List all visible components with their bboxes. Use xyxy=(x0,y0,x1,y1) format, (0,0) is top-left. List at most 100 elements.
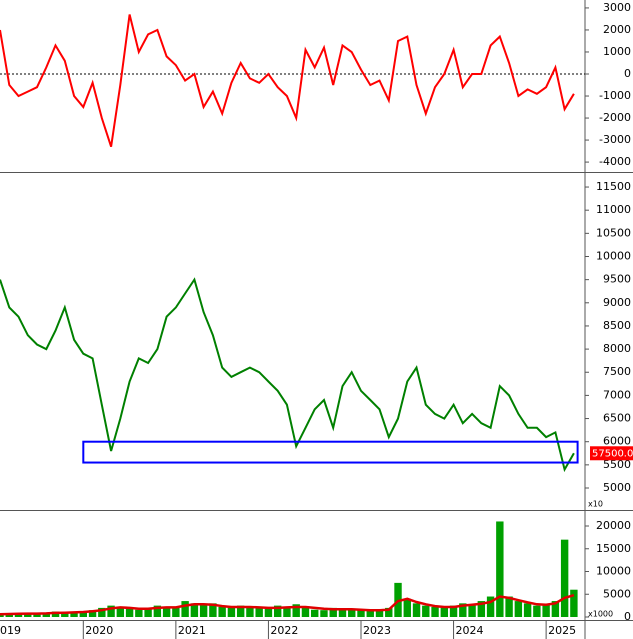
x-tick-label: 2024 xyxy=(456,624,484,637)
volume-bar xyxy=(88,610,97,617)
volume-bar xyxy=(570,589,578,617)
volume-bar xyxy=(431,606,439,617)
volume-bar xyxy=(218,606,226,617)
y-tick-label: -1000 xyxy=(599,89,631,102)
volume-bar xyxy=(190,603,199,617)
price-tag xyxy=(590,446,633,461)
volume-bar xyxy=(79,611,88,617)
x-tick-label: 2023 xyxy=(363,624,391,637)
volume-bar xyxy=(70,612,78,617)
volume-bar xyxy=(514,601,523,617)
unit-label: x10 xyxy=(588,500,603,509)
volume-bar xyxy=(375,609,384,617)
x-tick-label: 2020 xyxy=(85,624,113,637)
y-tick-label: 9000 xyxy=(603,296,631,309)
y-tick-label: -3000 xyxy=(599,133,631,146)
x-tick-label: 2021 xyxy=(178,624,206,637)
volume-bar xyxy=(505,596,513,617)
y-tick-label: 6000 xyxy=(603,435,631,448)
series-line xyxy=(0,277,575,473)
volume-bar xyxy=(209,603,217,617)
y-tick-label: 5000 xyxy=(603,587,631,600)
volume-bar xyxy=(477,601,486,617)
y-tick-label: 11000 xyxy=(596,203,631,216)
volume-bar xyxy=(533,605,541,617)
volume-bar xyxy=(459,603,467,617)
volume-bar xyxy=(311,609,319,617)
volume-bar xyxy=(107,605,115,617)
y-tick-label: 10500 xyxy=(596,226,631,239)
volume-bar xyxy=(551,601,560,617)
volume-bar xyxy=(264,608,273,617)
volume-bar xyxy=(440,607,449,617)
series-line xyxy=(0,14,575,148)
volume-bar xyxy=(42,613,50,617)
y-tick-label: 6500 xyxy=(603,412,631,425)
y-tick-label: 0 xyxy=(624,610,631,623)
x-tick-label: 019 xyxy=(0,624,21,637)
volume-bar xyxy=(412,603,421,617)
volume-bar xyxy=(51,611,60,617)
volume-bar xyxy=(329,607,337,617)
y-tick-label: 2000 xyxy=(603,23,631,36)
volume-bar xyxy=(496,521,504,617)
volume-bar xyxy=(338,608,347,617)
x-tick-label: 2025 xyxy=(548,624,576,637)
volume-bar xyxy=(523,603,532,617)
volume-bar xyxy=(61,612,69,617)
volume-bar xyxy=(181,601,189,617)
series-line xyxy=(0,593,575,616)
volume-bar xyxy=(301,606,310,617)
volume-bar xyxy=(116,606,125,617)
y-tick-label: 10000 xyxy=(596,565,631,578)
volume-bar xyxy=(153,605,162,617)
y-tick-label: 8500 xyxy=(603,319,631,332)
y-tick-label: 5500 xyxy=(603,458,631,471)
volume-bar xyxy=(422,605,430,617)
volume-bar xyxy=(236,605,245,617)
volume-bar xyxy=(357,610,365,617)
y-tick-label: 5000 xyxy=(603,481,631,494)
y-tick-label: -2000 xyxy=(599,111,631,124)
y-tick-label: 10000 xyxy=(596,249,631,262)
volume-bar xyxy=(162,606,171,617)
support-zone xyxy=(82,440,579,464)
volume-bar xyxy=(449,605,458,617)
volume-bar xyxy=(246,606,254,617)
volume-bar xyxy=(5,614,13,617)
y-tick-label: 8000 xyxy=(603,342,631,355)
volume-bar xyxy=(33,613,41,617)
volume-bar xyxy=(283,607,291,617)
volume-bar xyxy=(403,598,411,617)
y-tick-label: 0 xyxy=(624,67,631,80)
y-tick-label: 11500 xyxy=(596,180,631,193)
volume-bar xyxy=(366,610,374,617)
volume-bar xyxy=(199,604,208,617)
volume-bar xyxy=(468,604,476,617)
volume-bar xyxy=(98,607,106,617)
volume-bar xyxy=(486,596,495,617)
y-tick-label: 7000 xyxy=(603,388,631,401)
y-tick-label: 7500 xyxy=(603,365,631,378)
volume-bar xyxy=(255,607,263,617)
y-tick-label: 1000 xyxy=(603,45,631,58)
y-tick-label: 20000 xyxy=(596,519,631,532)
volume-bar xyxy=(292,604,300,617)
unit-label: x1000 xyxy=(588,610,613,619)
price-tag-label: 57500.0 xyxy=(592,448,633,459)
y-tick-label: 3000 xyxy=(603,1,631,14)
volume-bar xyxy=(14,613,23,617)
x-tick-label: 2022 xyxy=(270,624,298,637)
volume-bar xyxy=(135,609,143,617)
volume-bar xyxy=(542,604,550,617)
volume-bar xyxy=(172,607,180,617)
volume-bar xyxy=(560,539,569,617)
y-tick-label: -4000 xyxy=(599,155,631,168)
volume-bar xyxy=(273,605,282,617)
volume-bar xyxy=(125,608,134,617)
volume-bar xyxy=(144,607,152,617)
volume-bar xyxy=(385,607,393,617)
